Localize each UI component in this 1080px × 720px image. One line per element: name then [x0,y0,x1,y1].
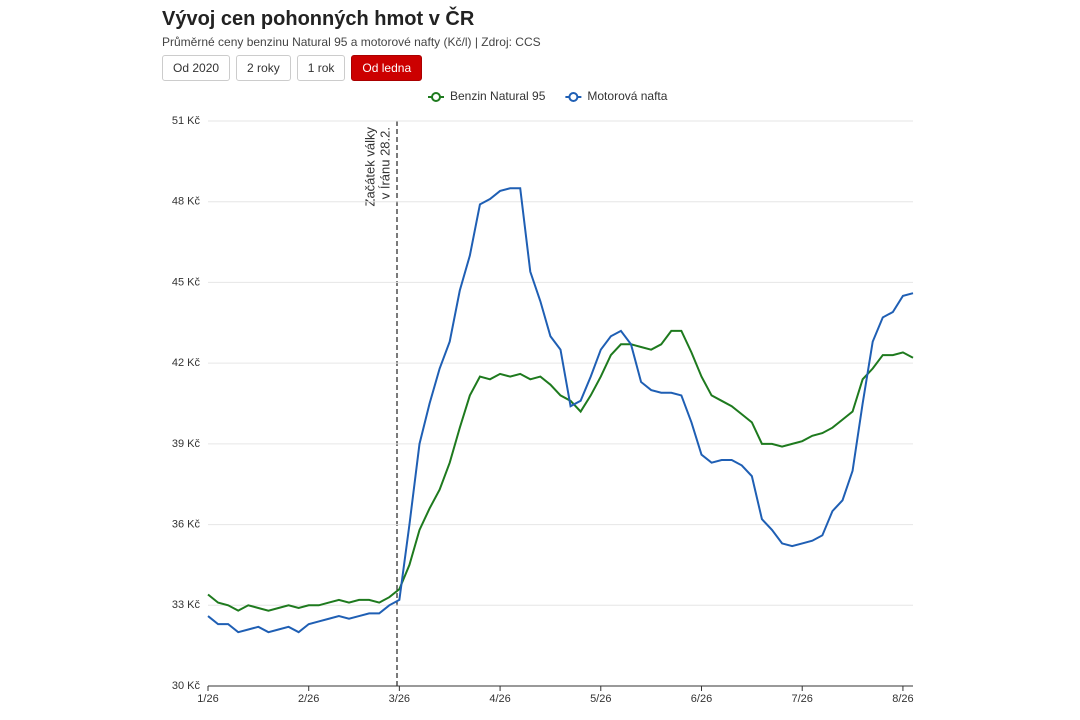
y-tick-label: 48 Kč [172,196,201,208]
y-tick-label: 36 Kč [172,518,201,530]
y-tick-label: 33 Kč [172,599,201,611]
y-tick-label: 45 Kč [172,276,201,288]
range-button[interactable]: Od 2020 [162,55,231,81]
y-tick-label: 30 Kč [172,680,201,692]
x-tick-label: 6/26 [691,693,712,705]
legend-label: Motorová nafta [587,89,667,103]
range-button[interactable]: 1 rok [296,55,346,81]
legend-marker [568,92,579,102]
range-buttons: Od 2020 2 roky 1 rok Od ledna [162,55,423,81]
annotation-text: Začátek války [362,127,377,207]
legend-marker [431,92,441,102]
y-tick-label: 42 Kč [172,357,201,369]
x-tick-label: 8/26 [892,693,913,705]
x-tick-label: 3/26 [389,693,410,705]
x-tick-label: 1/26 [197,693,218,705]
x-tick-label: 5/26 [590,693,611,705]
annotation: Začátek války v Íránu 28.2. [362,127,392,207]
subtitle: Průměrné ceny benzinu Natural 95 a motor… [162,35,541,49]
y-tick-label: 51 Kč [172,115,201,127]
annotation-text: v Íránu 28.2. [377,127,392,199]
x-tick-label: 4/26 [489,693,510,705]
line-series [207,187,914,634]
line-series [207,329,914,612]
legend-label: Benzin Natural 95 [450,89,546,103]
range-button[interactable]: Od ledna [351,55,423,81]
title: Vývoj cen pohonných hmot v ČR [162,8,475,30]
x-tick-label: 2/26 [298,693,319,705]
x-tick-label: 7/26 [792,693,813,705]
y-tick-label: 39 Kč [172,438,201,450]
range-button[interactable]: 2 roky [236,55,291,81]
